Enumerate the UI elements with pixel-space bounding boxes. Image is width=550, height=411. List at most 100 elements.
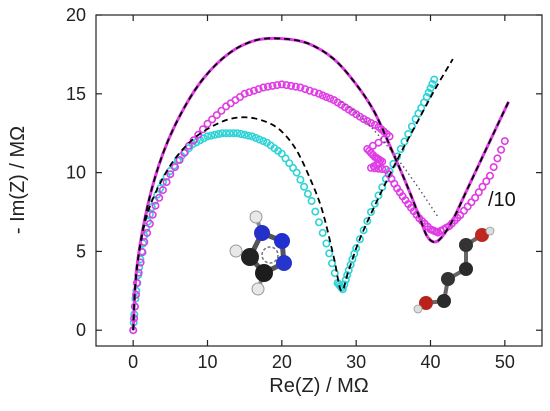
data-point bbox=[478, 182, 487, 191]
data-point bbox=[359, 226, 368, 235]
y-tick-label: 5 bbox=[76, 241, 86, 261]
x-tick-label: 40 bbox=[420, 352, 440, 372]
axis-ticks: 0 10 20 30 40 50 0 5 10 15 20 bbox=[66, 5, 542, 372]
data-point bbox=[188, 140, 197, 149]
data-point bbox=[250, 86, 259, 95]
data-point bbox=[325, 249, 334, 258]
data-point bbox=[207, 131, 216, 140]
data-point bbox=[214, 130, 223, 139]
x-tick-label: 50 bbox=[495, 352, 515, 372]
data-point bbox=[244, 131, 253, 140]
data-point bbox=[217, 106, 226, 115]
data-point bbox=[305, 86, 314, 95]
fit-line bbox=[132, 58, 454, 331]
data-point bbox=[292, 168, 301, 177]
data-point bbox=[145, 219, 154, 228]
data-point bbox=[212, 111, 221, 120]
fit-line bbox=[340, 101, 439, 218]
data-point bbox=[322, 93, 331, 102]
data-point bbox=[318, 91, 327, 100]
data-point bbox=[254, 85, 263, 94]
data-point bbox=[248, 132, 257, 141]
data-point bbox=[424, 88, 433, 97]
data-point bbox=[471, 193, 480, 202]
data-point bbox=[330, 269, 339, 278]
data-point bbox=[180, 148, 189, 157]
data-point bbox=[175, 156, 184, 165]
data-point bbox=[240, 89, 249, 98]
data-point bbox=[318, 228, 327, 237]
data-point bbox=[352, 244, 361, 253]
data-point bbox=[310, 88, 319, 97]
data-point bbox=[500, 137, 509, 146]
data-point bbox=[374, 191, 383, 200]
x-tick-label: 20 bbox=[272, 352, 292, 372]
x-tick-label: 30 bbox=[346, 352, 366, 372]
data-point bbox=[148, 210, 157, 219]
data-point bbox=[287, 81, 296, 90]
x-tick-label: 10 bbox=[197, 352, 217, 372]
data-point bbox=[233, 129, 242, 138]
data-point bbox=[155, 193, 164, 202]
y-tick-label: 20 bbox=[66, 5, 86, 25]
data-point bbox=[296, 83, 305, 92]
fit-line bbox=[132, 37, 510, 331]
data-point bbox=[151, 201, 160, 210]
data-point bbox=[314, 89, 323, 98]
y-tick-label: 10 bbox=[66, 163, 86, 183]
data-point bbox=[158, 186, 167, 195]
data-point bbox=[259, 83, 268, 92]
data-point bbox=[489, 163, 498, 172]
data-point bbox=[166, 170, 175, 179]
data-point bbox=[162, 178, 171, 187]
data-point bbox=[355, 235, 364, 244]
data-point bbox=[307, 197, 316, 206]
data-point bbox=[229, 129, 238, 138]
data-point bbox=[326, 94, 335, 103]
data-point bbox=[430, 75, 439, 84]
data-point bbox=[378, 165, 387, 174]
data-point bbox=[407, 122, 416, 131]
data-point bbox=[194, 130, 203, 139]
data-point bbox=[268, 81, 277, 90]
data-point bbox=[374, 164, 383, 173]
data-point bbox=[314, 218, 323, 227]
data-point bbox=[322, 239, 331, 248]
data-point bbox=[311, 207, 320, 216]
data-point bbox=[327, 259, 336, 268]
data-point bbox=[203, 119, 212, 128]
data-point bbox=[281, 154, 290, 163]
data-point bbox=[370, 164, 379, 173]
data-point bbox=[370, 199, 379, 208]
data-point bbox=[143, 228, 152, 237]
data-point bbox=[428, 80, 437, 89]
data-point bbox=[251, 133, 260, 142]
data-point bbox=[366, 119, 375, 128]
x-tick-label: 0 bbox=[128, 352, 138, 372]
data-point bbox=[218, 129, 227, 138]
data-point bbox=[259, 137, 268, 146]
data-point bbox=[208, 115, 217, 124]
data-point bbox=[303, 189, 312, 198]
data-point bbox=[225, 129, 234, 138]
data-point bbox=[497, 145, 506, 154]
y-tick-label: 0 bbox=[76, 320, 86, 340]
data-point bbox=[366, 163, 375, 172]
data-point bbox=[245, 88, 254, 97]
data-point bbox=[255, 135, 264, 144]
data-point bbox=[482, 177, 491, 186]
data-point bbox=[396, 145, 405, 154]
plot-frame bbox=[95, 14, 543, 347]
data-point bbox=[363, 217, 372, 226]
butanediol-molecule bbox=[413, 226, 495, 314]
data-point bbox=[240, 130, 249, 139]
data-point bbox=[263, 82, 272, 91]
y-tick-label: 15 bbox=[66, 84, 86, 104]
data-point bbox=[210, 130, 219, 139]
x-axis-title: Re(Z) / MΩ bbox=[269, 375, 368, 397]
data-point bbox=[237, 130, 246, 139]
data-point bbox=[203, 132, 212, 141]
data-point bbox=[296, 175, 305, 184]
